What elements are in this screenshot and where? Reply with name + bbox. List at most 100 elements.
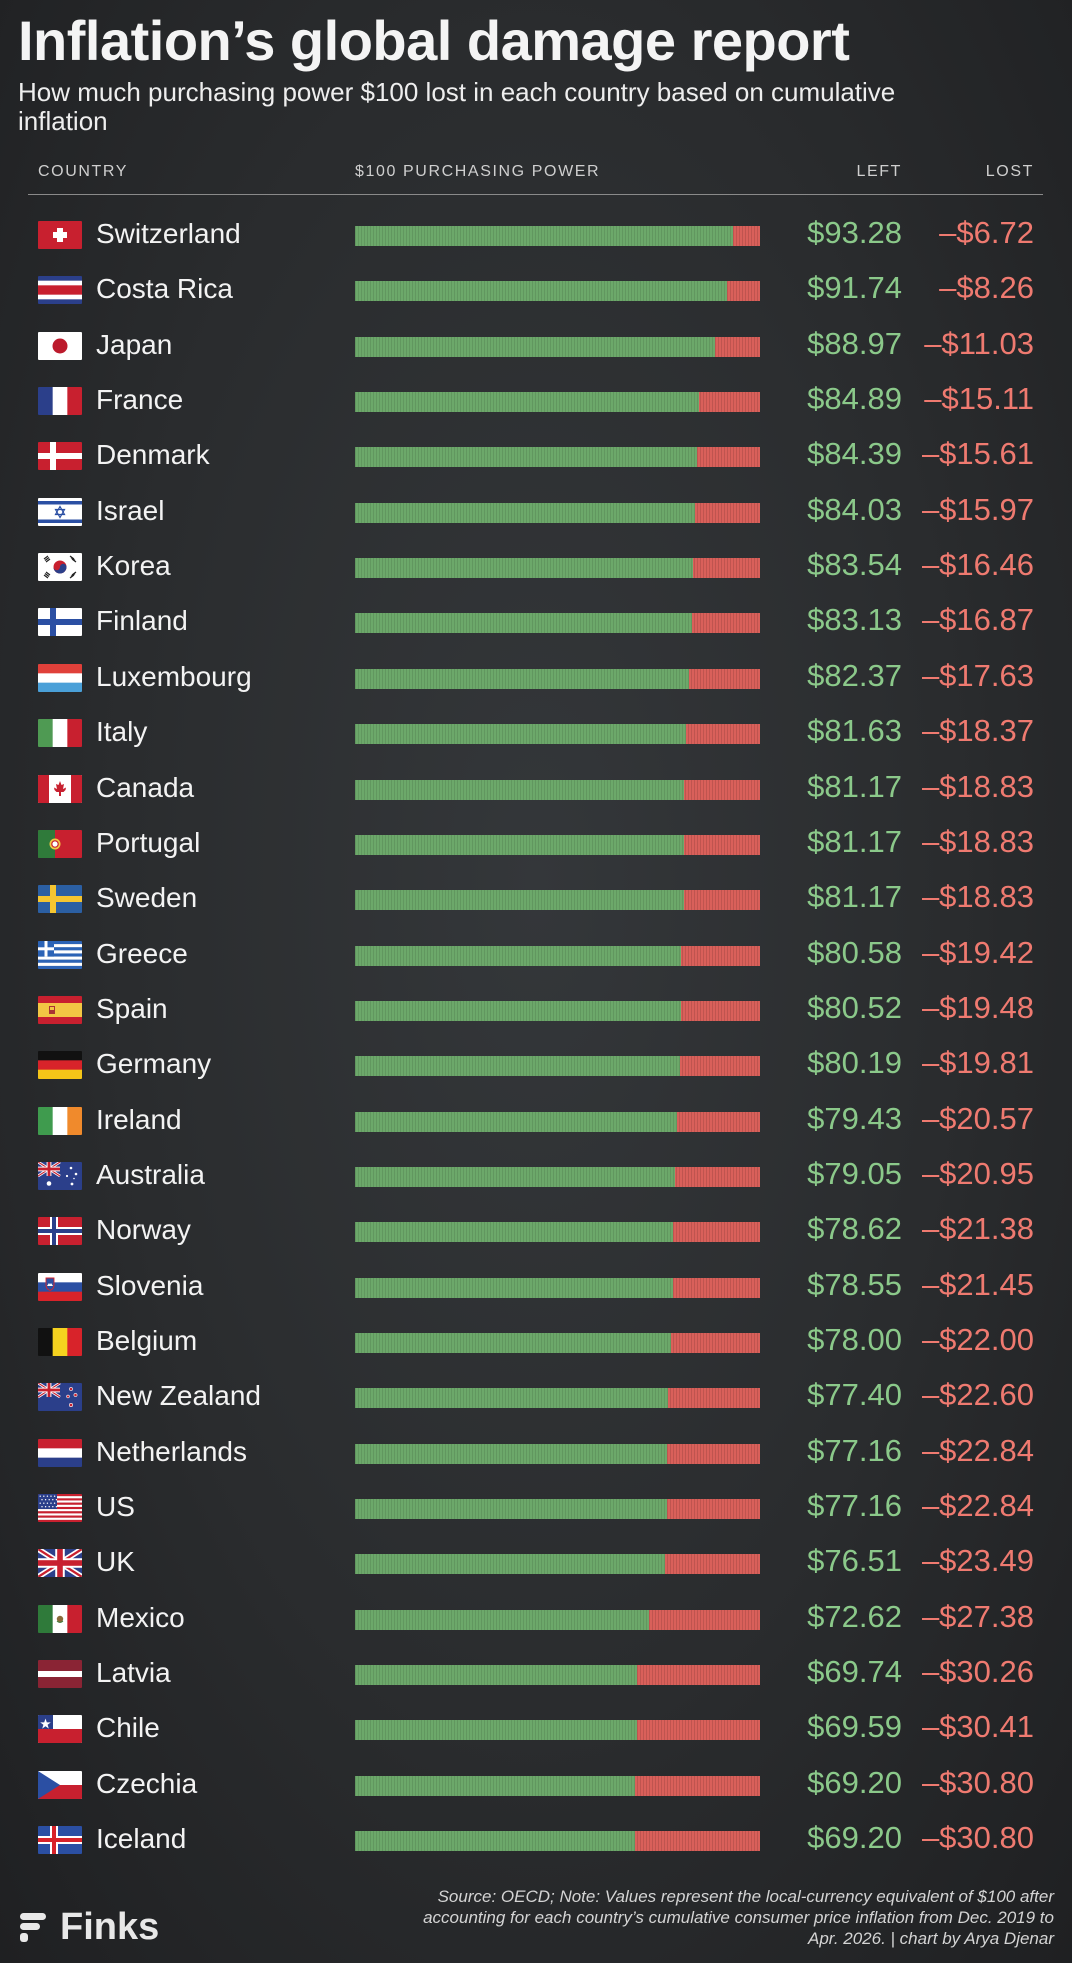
table-row: UK $76.51 –$23.49 [0,1535,1072,1590]
page-subtitle: How much purchasing power $100 lost in e… [18,77,896,136]
left-value-label: $80.58 [807,934,902,970]
spain-flag-icon [38,995,82,1024]
country-label: Portugal [96,826,201,858]
left-value-label: $88.97 [807,325,902,361]
uk-flag-icon [38,1549,82,1578]
country-label: Spain [96,992,168,1024]
country-label: Japan [96,328,173,360]
chile-flag-icon [38,1715,82,1744]
table-row: Germany $80.19 –$19.81 [0,1037,1072,1092]
country-label: Ireland [96,1103,182,1135]
left-bar [355,945,682,966]
new-zealand-flag-icon [38,1383,82,1412]
table-row: Netherlands $77.16 –$22.84 [0,1425,1072,1480]
lost-value-label: –$15.11 [924,381,1034,417]
country-label: US [96,1491,135,1523]
left-value-label: $81.17 [807,879,902,915]
lost-value-label: –$6.72 [939,215,1034,250]
lost-bar [355,890,760,911]
lost-value-label: –$11.03 [924,325,1034,361]
table-row: Greece $80.58 –$19.42 [0,927,1072,982]
lost-value-label: –$22.84 [921,1488,1034,1524]
country-label: Australia [96,1158,205,1190]
left-value-label: $69.74 [807,1654,902,1690]
greece-flag-icon [38,940,82,969]
lost-bar [355,1000,760,1021]
canada-flag-icon [38,774,82,803]
left-value-label: $79.43 [807,1100,902,1136]
lost-bar [355,834,760,855]
lost-value-label: –$16.46 [921,547,1034,583]
table-row: Switzerland $93.28 –$6.72 [0,207,1072,262]
lost-bar [355,336,760,357]
left-value-label: $79.05 [807,1155,902,1191]
table-row: Australia $79.05 –$20.95 [0,1148,1072,1203]
ireland-flag-icon [38,1106,82,1135]
czechia-flag-icon [38,1770,82,1799]
lost-bar [355,502,760,523]
table-row: Norway $78.62 –$21.38 [0,1203,1072,1258]
left-value-label: $69.59 [807,1709,902,1745]
table-row: Slovenia $78.55 –$21.45 [0,1259,1072,1314]
left-value-label: $84.89 [807,381,902,417]
slovenia-flag-icon [38,1272,82,1301]
israel-flag-icon [38,497,82,526]
lost-value-label: –$30.80 [921,1764,1034,1800]
table-row: Denmark $84.39 –$15.61 [0,428,1072,483]
left-bar [355,1720,637,1741]
lost-value-label: –$18.37 [921,713,1034,749]
left-bar [355,834,684,855]
lost-bar [355,945,760,966]
lost-bar [355,1333,760,1353]
left-bar [355,1443,668,1464]
left-bar [355,1665,638,1686]
country-label: Slovenia [96,1269,204,1301]
left-value-label: $82.37 [807,657,902,693]
country-label: Italy [96,716,148,748]
brand-logo: Finks [18,1905,159,1949]
costa-rica-flag-icon [38,276,82,305]
sweden-flag-icon [38,885,82,914]
country-label: Costa Rica [96,273,233,305]
left-bar [355,1166,676,1187]
brand-name: Finks [60,1905,160,1948]
left-bar [355,1554,665,1575]
table-row: Costa Rica $91.74 –$8.26 [0,262,1072,317]
table-row: Chile $69.59 –$30.41 [0,1701,1072,1756]
column-header-lost: LOST [985,163,1034,180]
lost-value-label: –$19.48 [921,989,1034,1025]
left-value-label: $78.00 [807,1322,902,1357]
lost-value-label: –$22.00 [921,1322,1034,1357]
country-label: Czechia [96,1767,198,1799]
lost-bar [355,1166,760,1187]
lost-bar [355,392,760,413]
table-row: Japan $88.97 –$11.03 [0,318,1072,373]
left-bar [355,392,699,413]
table-row: New Zealand $77.40 –$22.60 [0,1369,1072,1424]
left-bar [355,1111,677,1132]
country-label: Sweden [96,882,198,914]
table-row: Belgium $78.00 –$22.00 [0,1314,1072,1369]
table-row: Israel $84.03 –$15.97 [0,484,1072,539]
left-value-label: $72.62 [807,1598,902,1634]
left-value-label: $76.51 [807,1543,902,1579]
left-value-label: $91.74 [807,270,902,306]
left-value-label: $77.40 [807,1377,902,1413]
lost-bar [355,779,760,800]
lost-bar [355,558,760,579]
left-bar [355,336,716,357]
denmark-flag-icon [38,442,82,471]
left-value-label: $83.13 [807,602,902,638]
left-bar [355,1222,674,1243]
left-bar [355,1333,671,1353]
lost-bar [355,724,760,745]
country-label: Mexico [96,1601,185,1633]
lost-value-label: –$21.38 [921,1211,1034,1247]
country-label: Belgium [96,1325,198,1356]
lost-value-label: –$15.97 [921,491,1034,527]
lost-value-label: –$30.26 [921,1654,1034,1690]
netherlands-flag-icon [38,1438,82,1467]
germany-flag-icon [38,1051,82,1080]
left-value-label: $69.20 [807,1764,902,1800]
norway-flag-icon [38,1217,82,1246]
